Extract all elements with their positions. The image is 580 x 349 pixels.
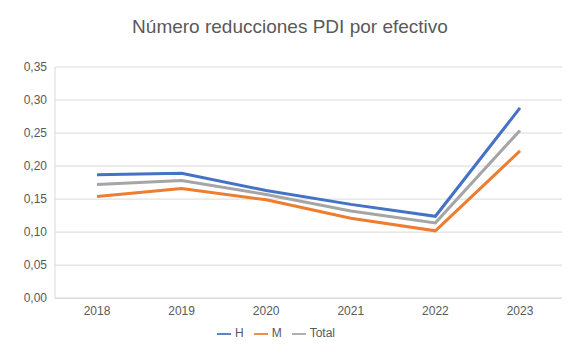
svg-text:2019: 2019 xyxy=(168,304,195,318)
svg-text:2018: 2018 xyxy=(84,304,111,318)
html-text:Total: Total xyxy=(309,326,335,341)
svg-text:2022: 2022 xyxy=(422,304,449,318)
svg-text:0,05: 0,05 xyxy=(24,258,48,272)
svg-text:0,30: 0,30 xyxy=(24,93,48,107)
svg-text:0,20: 0,20 xyxy=(24,159,48,173)
svg-text:2021: 2021 xyxy=(337,304,364,318)
svg-text:0,15: 0,15 xyxy=(24,192,48,206)
svg-text:0,10: 0,10 xyxy=(24,225,48,239)
html-text:H: H xyxy=(235,326,244,341)
svg-text:2023: 2023 xyxy=(507,304,534,318)
html-text:M: M xyxy=(271,326,282,341)
svg-text:0,00: 0,00 xyxy=(24,291,48,305)
svg-text:2020: 2020 xyxy=(253,304,280,318)
html-text:Número reducciones PDI por efe: Número reducciones PDI por efectivo xyxy=(132,16,448,37)
svg-text:0,35: 0,35 xyxy=(24,60,48,74)
svg-text:0,25: 0,25 xyxy=(24,126,48,140)
